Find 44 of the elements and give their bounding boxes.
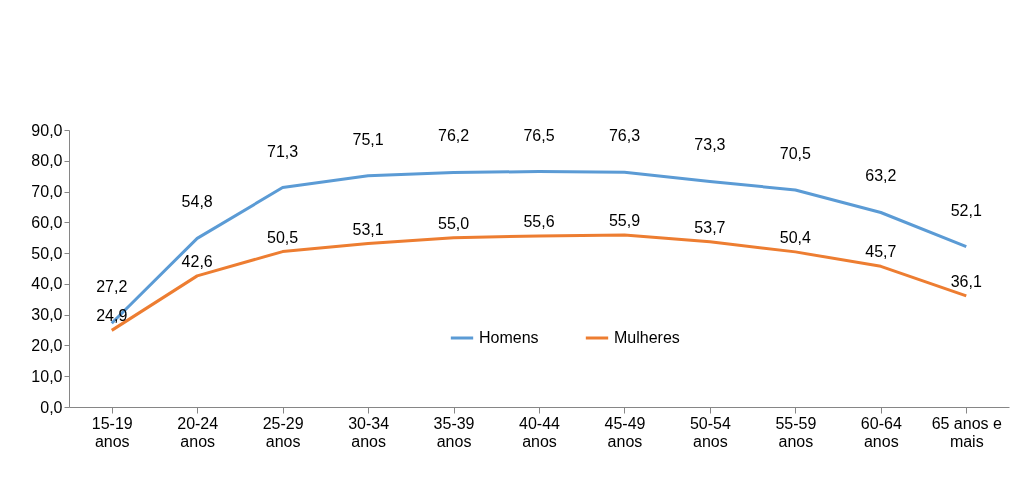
y-tick-label: 40,0 xyxy=(31,275,63,293)
data-label: 76,2 xyxy=(437,127,470,145)
y-tick-label: 90,0 xyxy=(31,121,63,139)
x-tick-label: 15-19 anos xyxy=(91,414,133,450)
y-tick-label: 70,0 xyxy=(31,183,63,201)
x-tick-label: 65 anos e mais xyxy=(931,414,1003,450)
y-tick-label: 30,0 xyxy=(31,306,63,324)
y-tick-label: 50,0 xyxy=(31,244,63,262)
data-label: 54,8 xyxy=(181,193,213,211)
data-label: 53,7 xyxy=(694,218,726,236)
data-label: 70,5 xyxy=(779,145,812,163)
x-tick-label: 25-29 anos xyxy=(262,414,304,450)
data-label: 50,5 xyxy=(267,228,299,246)
y-tick-label: 80,0 xyxy=(31,152,63,170)
legend-label: Mulheres xyxy=(614,329,680,346)
data-label: 76,3 xyxy=(608,127,641,145)
data-label: 73,3 xyxy=(694,136,726,154)
data-label: 53,1 xyxy=(352,220,384,238)
data-label: 27,2 xyxy=(96,278,128,296)
data-label: 55,0 xyxy=(437,214,470,232)
y-tick-label: 20,0 xyxy=(31,336,63,354)
data-label: 36,1 xyxy=(950,272,982,290)
x-tick-label: 35-39 anos xyxy=(433,414,475,450)
y-tick-label: 0,0 xyxy=(40,398,63,416)
data-label: 55,9 xyxy=(608,211,641,229)
x-tick-label: 55-59 anos xyxy=(775,414,817,450)
x-tick-label: 20-24 anos xyxy=(177,414,219,450)
x-tick-label: 40-44 anos xyxy=(519,414,561,450)
x-tick-label: 60-64 anos xyxy=(860,414,902,450)
x-tick-label: 30-34 anos xyxy=(348,414,390,450)
data-label: 45,7 xyxy=(865,243,897,261)
data-label: 63,2 xyxy=(865,167,897,185)
y-tick-label: 60,0 xyxy=(31,213,63,231)
y-tick-label: 10,0 xyxy=(31,367,63,385)
x-tick-label: 45-49 anos xyxy=(604,414,646,450)
data-label: 55,6 xyxy=(523,212,555,230)
data-label: 76,5 xyxy=(523,126,555,144)
data-label: 75,1 xyxy=(352,130,384,148)
data-label: 52,1 xyxy=(950,201,982,219)
legend-label: Homens xyxy=(479,329,539,346)
data-label: 42,6 xyxy=(181,252,213,270)
x-tick-label: 50-54 anos xyxy=(689,414,731,450)
data-label: 71,3 xyxy=(267,142,299,160)
data-label: 50,4 xyxy=(779,228,812,246)
